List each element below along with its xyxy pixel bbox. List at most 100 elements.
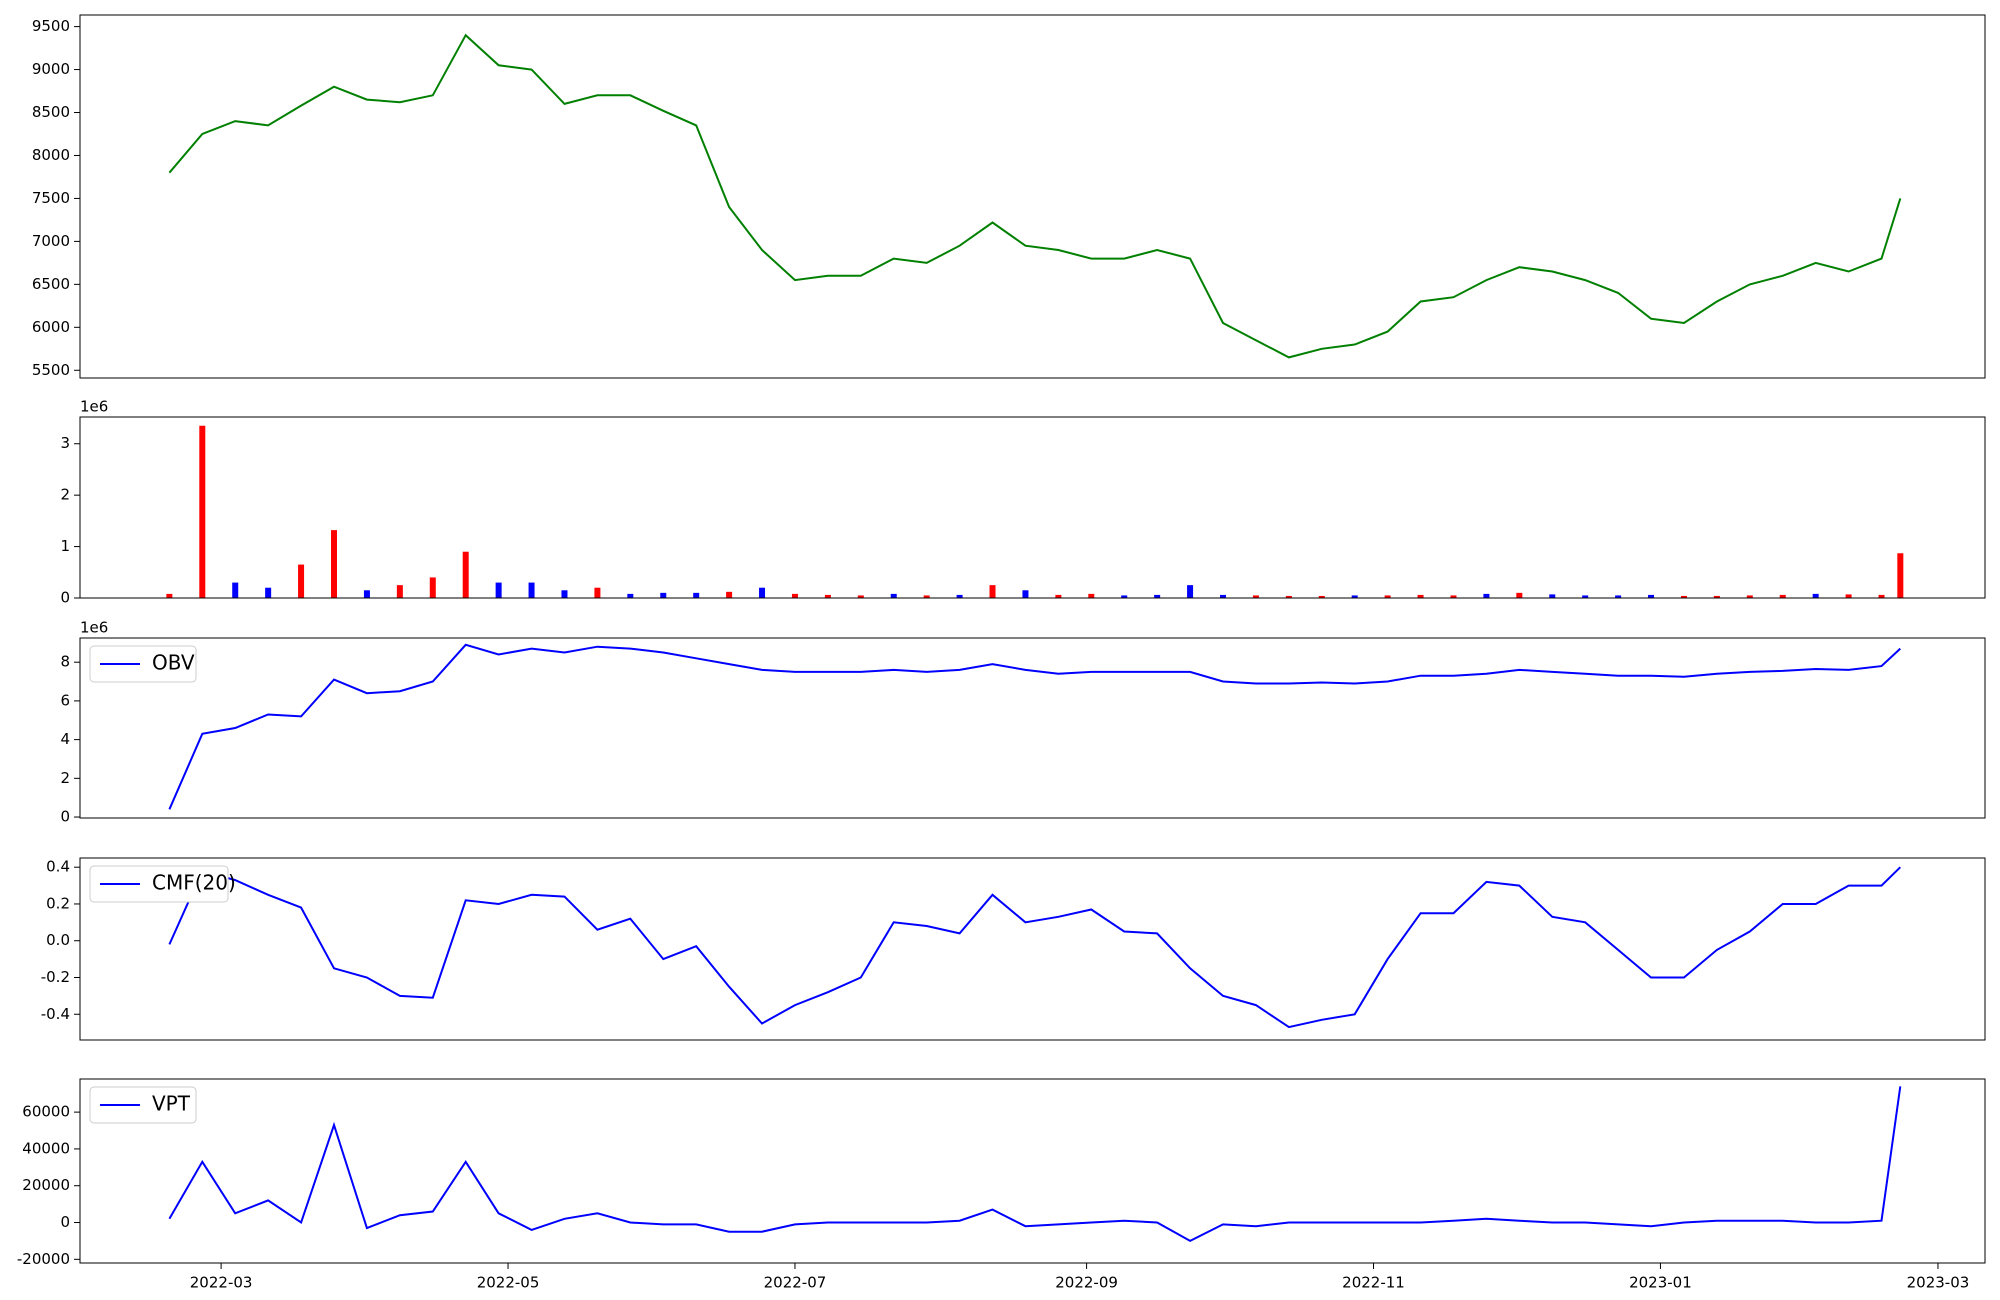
volume-bar [561, 590, 568, 598]
volume-bar [857, 595, 864, 598]
volume-bar [429, 577, 436, 598]
x-tick-label: 2022-11 [1342, 1274, 1405, 1292]
volume-bar [660, 592, 667, 598]
axes-frame [79, 416, 1986, 599]
y-tick-label: 0 [60, 589, 70, 607]
volume-bar [627, 593, 634, 598]
volume-bar [759, 587, 766, 598]
y-tick-label: 2 [60, 486, 70, 504]
y-tick-label: -0.2 [41, 968, 70, 986]
legend-box [89, 1086, 197, 1124]
volume-bar [1252, 595, 1259, 598]
volume-bar [1318, 595, 1325, 598]
indicator-line [168, 643, 1901, 810]
legend-label: OBV [152, 651, 195, 675]
x-tick-label: 2022-09 [1055, 1274, 1118, 1292]
volume-bar [1812, 593, 1819, 598]
volume-bar [363, 590, 370, 598]
indicator-line [168, 1086, 1902, 1243]
x-tick-label: 2022-07 [764, 1274, 827, 1292]
volume-bar [824, 594, 831, 598]
axes-frame [79, 1078, 1986, 1264]
legend-label: VPT [152, 1092, 191, 1116]
volume-bar [495, 582, 502, 598]
volume-bar [1897, 553, 1904, 598]
volume-bar [232, 582, 239, 598]
volume-bar [1549, 594, 1556, 598]
volume-bar [1450, 595, 1457, 598]
volume-bar [528, 582, 535, 598]
y-tick-label: 2 [60, 769, 70, 787]
y-tick-label: 6 [60, 691, 70, 709]
y-tick-label: 7000 [32, 232, 70, 250]
volume-bar [1417, 594, 1424, 598]
axes-frame [79, 637, 1986, 819]
y-tick-label: 8500 [32, 103, 70, 121]
y-tick-label: 8 [60, 653, 70, 671]
y-tick-label: 3 [60, 434, 70, 452]
volume-bar [199, 425, 206, 598]
volume-bar [265, 587, 272, 598]
y-tick-label: 60000 [22, 1103, 70, 1121]
legend-label: CMF(20) [152, 871, 236, 895]
y-tick-label: 1 [60, 537, 70, 555]
legend-box [89, 645, 197, 683]
volume-bar [396, 585, 403, 598]
volume-bar [1154, 594, 1161, 598]
volume-bar [956, 594, 963, 598]
x-tick-label: 2022-05 [477, 1274, 540, 1292]
volume-bar [1648, 594, 1655, 598]
volume-bar [791, 593, 798, 598]
y-tick-label: 0.4 [46, 858, 70, 876]
volume-bar [1187, 585, 1194, 598]
y-tick-label: 0 [60, 1213, 70, 1231]
y-tick-label: -20000 [17, 1250, 70, 1268]
y-tick-label: 0 [60, 808, 70, 826]
volume-bar [298, 564, 305, 598]
volume-bar [1088, 593, 1095, 598]
volume-bar [923, 595, 930, 598]
volume-bar [1582, 595, 1589, 598]
y-tick-label: 0.0 [46, 931, 70, 949]
volume-bar [1384, 595, 1391, 598]
volume-bar [1483, 593, 1490, 598]
volume-bar [1779, 594, 1786, 598]
y-tick-label: 5500 [32, 361, 70, 379]
y-tick-label: 9500 [32, 17, 70, 35]
volume-bar [1220, 594, 1226, 598]
volume-bar [1022, 590, 1029, 598]
x-tick-label: 2023-03 [1907, 1274, 1970, 1292]
offset-label: 1e6 [80, 398, 108, 416]
y-tick-label: 4 [60, 730, 70, 748]
y-tick-label: 40000 [22, 1139, 70, 1157]
volume-bar [1713, 595, 1720, 598]
volume-bar [1516, 592, 1523, 598]
legend-box [89, 865, 229, 903]
volume-bar [166, 593, 173, 598]
x-tick-label: 2023-01 [1629, 1274, 1692, 1292]
volume-bar [1845, 594, 1852, 598]
axes-frame [79, 857, 1986, 1041]
volume-bar [1746, 595, 1753, 598]
y-tick-label: 0.2 [46, 894, 70, 912]
offset-label: 1e6 [80, 619, 108, 637]
y-tick-label: 8000 [32, 146, 70, 164]
volume-bar [1055, 594, 1062, 598]
volume-bar [331, 530, 337, 598]
volume-bar [1121, 595, 1128, 598]
y-tick-label: 6000 [32, 318, 70, 336]
volume-bar [989, 585, 996, 598]
volume-bar [890, 593, 897, 598]
y-tick-label: 9000 [32, 60, 70, 78]
volume-bar [1285, 595, 1292, 598]
indicator-line [168, 866, 1901, 1029]
volume-bar [693, 592, 700, 598]
price-line [168, 33, 1902, 359]
y-tick-label: 20000 [22, 1176, 70, 1194]
x-tick-label: 2022-03 [190, 1274, 253, 1292]
volume-bar [594, 587, 601, 598]
volume-bar [462, 551, 469, 598]
volume-bar [726, 591, 733, 598]
